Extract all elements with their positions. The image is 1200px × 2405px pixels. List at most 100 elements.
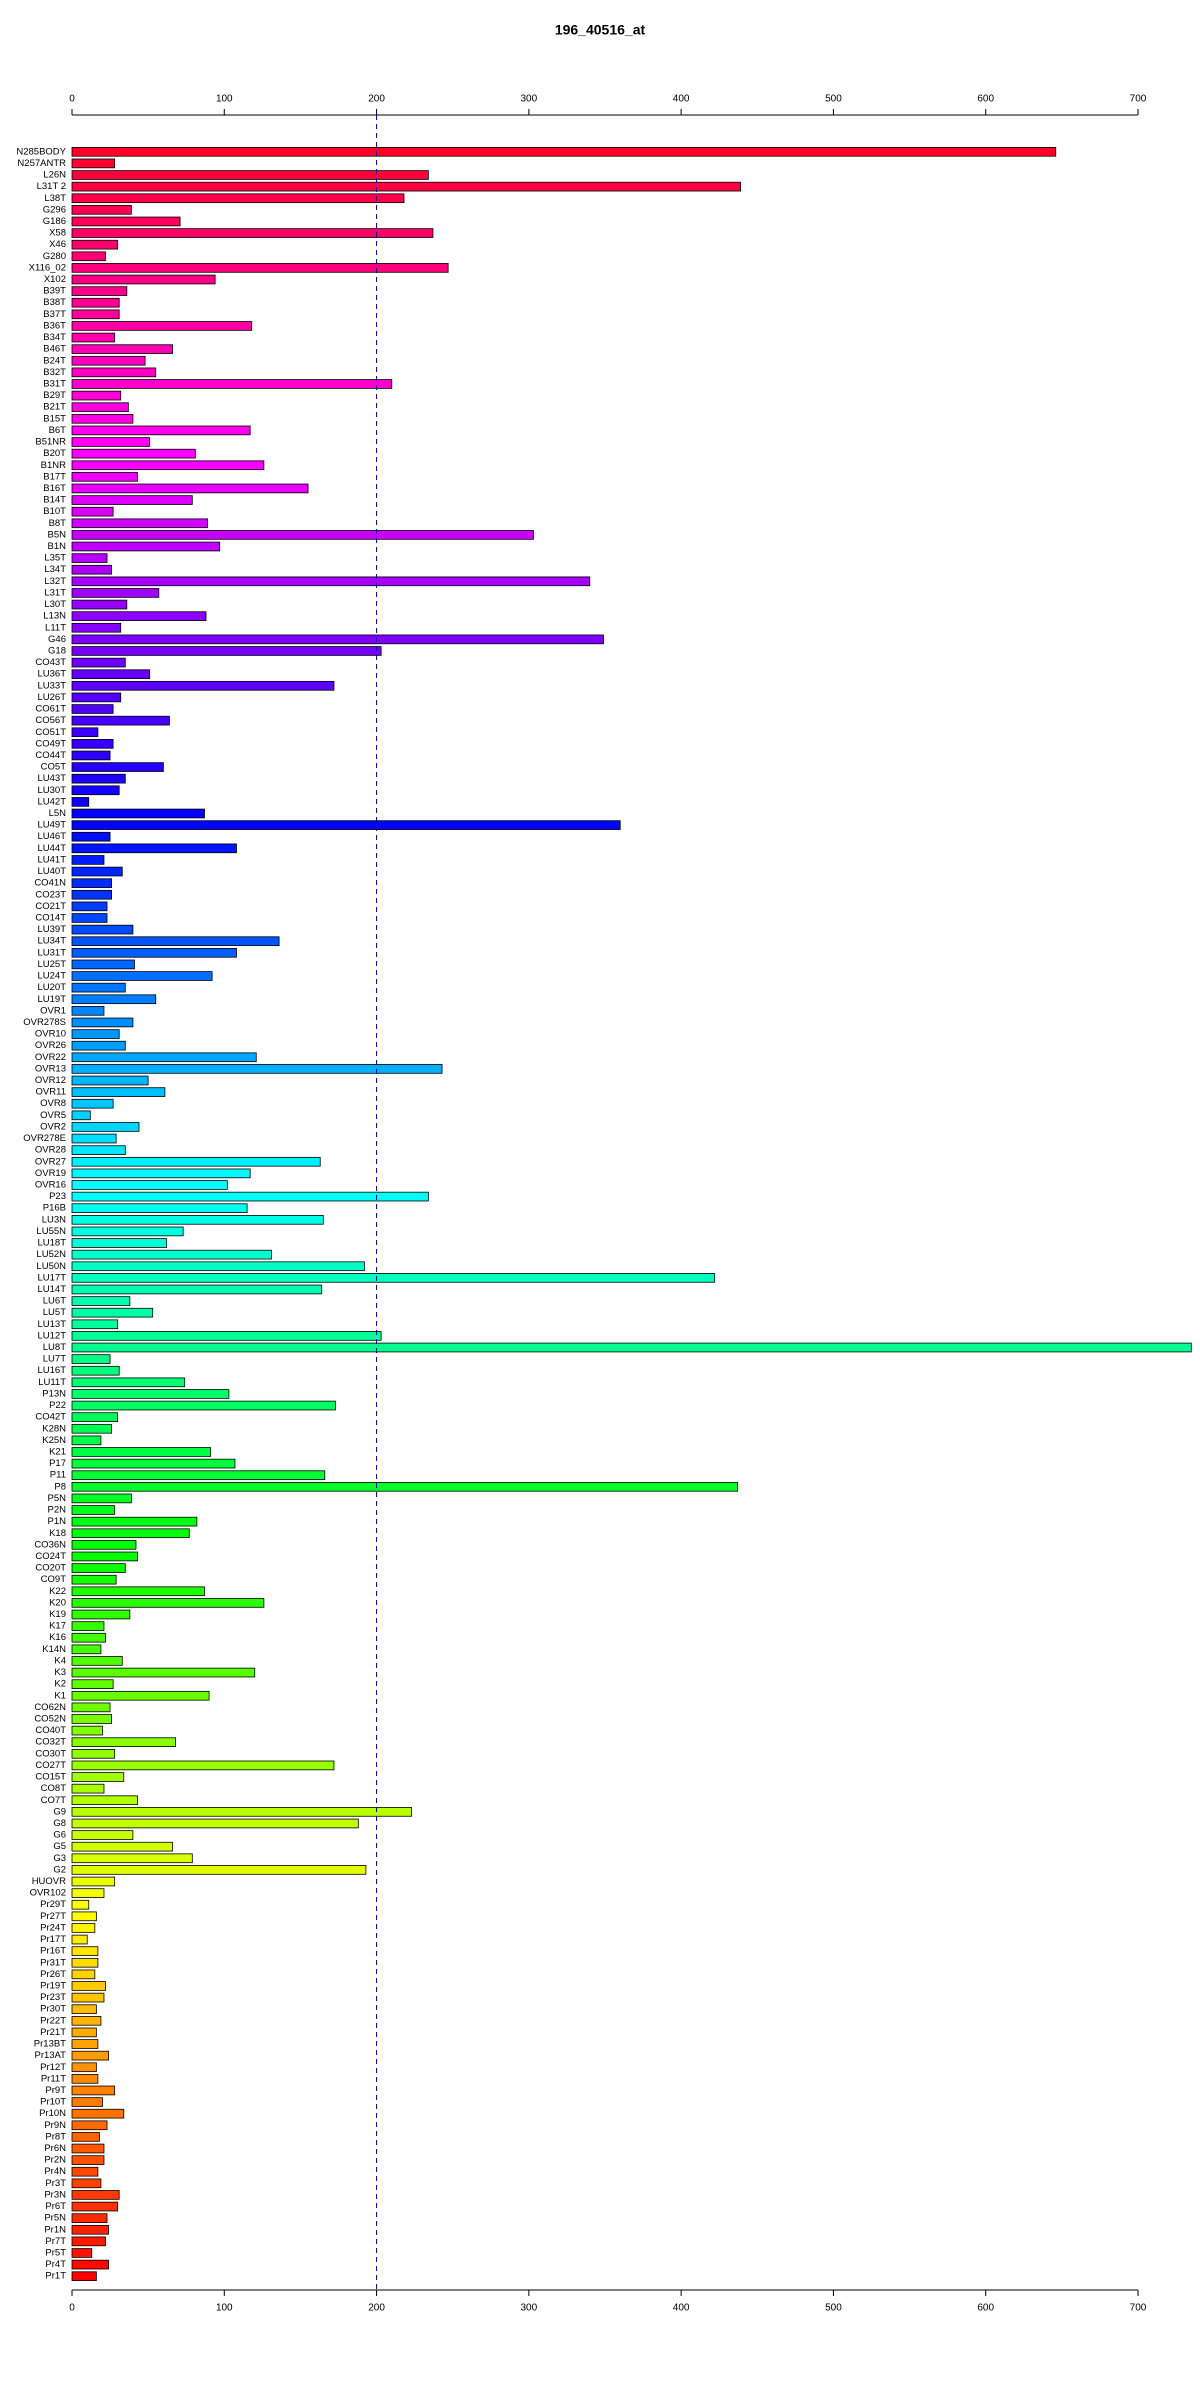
y-tick-label: P5N [48,1493,67,1504]
bar [71,1934,88,1945]
bar [71,1029,120,1039]
y-tick-label: Pr26T [40,1969,66,1980]
bar [71,1644,102,1655]
y-tick-label: LU8T [43,1342,66,1353]
y-tick-label: CO14T [35,912,66,923]
bar [71,1238,167,1248]
y-tick-label: LU24T [37,971,66,982]
bar [71,1679,114,1689]
y-tick-label: L31T 2 [37,181,66,192]
bar [71,901,108,912]
bar [71,402,129,413]
bar [71,1946,99,1956]
bar [71,2166,99,2177]
y-tick-label: CO41N [34,878,66,889]
y-tick-label: Pr29T [40,1899,66,1910]
y-tick-label: B8T [49,518,67,529]
bar [71,1621,105,1631]
y-tick-label: N257ANTR [17,158,66,169]
bar [71,878,112,888]
y-tick-label: LU18T [37,1238,66,1249]
y-tick-label: Pr21T [40,2027,66,2038]
bar [71,1540,137,1550]
bar [71,1574,117,1585]
bar [71,785,120,796]
y-tick-label: L26N [43,170,66,181]
bar [71,1122,140,1132]
y-tick-label: K21 [49,1446,66,1457]
y-tick-label: Pr6N [44,2143,66,2154]
y-tick-label: LU39T [37,924,66,935]
y-tick-label: Pr7T [45,2236,66,2247]
y-tick-label: CO32T [35,1737,66,1748]
y-tick-label: OVR28 [35,1145,66,1156]
bar [71,1052,257,1063]
bar [71,1667,256,1678]
y-tick-label: LU11T [38,1377,66,1388]
chart-title: 196_40516_at [555,22,646,38]
y-tick-label: LU43T [37,773,66,784]
y-tick-label: Pr2N [44,2155,66,2166]
y-tick-label: OVR22 [35,1052,66,1063]
y-tick-label: K28N [42,1423,66,1434]
bar [71,1342,1192,1353]
bar [71,1969,96,1980]
y-tick-label: Pr8T [45,2131,66,2142]
y-tick-label: Pr30T [40,2004,66,2015]
y-tick-label: Pr1N [44,2224,66,2235]
y-tick-label: CO36N [34,1539,66,1550]
y-tick-label: B51NR [35,437,66,448]
bar [71,739,114,749]
x-tick-label: 600 [977,2303,994,2314]
bar [71,1203,248,1214]
bar [71,263,449,273]
bar [71,425,251,436]
y-tick-label: B14T [43,495,66,506]
y-tick-label: LU16T [37,1365,66,1376]
bar [71,599,128,610]
bar [71,1284,323,1295]
bar [71,437,151,447]
y-tick-label: G46 [48,634,66,645]
x-tick-label: 300 [521,94,538,105]
bar [71,1714,112,1724]
y-tick-label: CO56T [35,715,66,726]
bar [71,913,108,923]
y-tick-label: LU52N [36,1249,66,1260]
y-tick-label: LU3N [42,1214,66,1225]
y-tick-label: OVR278S [23,1017,66,1028]
y-tick-label: P16B [43,1203,66,1214]
y-tick-label: CO21T [35,901,66,912]
bar [71,820,621,830]
bar [71,634,604,645]
bar [71,1133,117,1144]
bar [71,2097,103,2107]
bar [71,588,160,598]
bar [71,1690,210,1701]
bar [71,2074,99,2084]
bar [71,1470,326,1481]
y-tick-label: OVR278E [23,1133,66,1144]
y-tick-label: Pr4N [44,2166,66,2177]
bar [71,413,134,424]
bar [71,2248,93,2258]
bar [71,1412,119,1422]
bar [71,936,280,947]
y-tick-label: LU25T [37,959,66,970]
x-tick-label: 500 [825,2303,842,2314]
y-tick-label: Pr13AT [34,2050,66,2061]
y-tick-label: CO5T [41,762,67,773]
y-tick-label: Pr17T [40,1934,66,1945]
y-tick-label: LU42T [37,796,66,807]
y-tick-label: K1 [54,1690,66,1701]
bar [71,1087,166,1097]
y-tick-label: CO52N [34,1713,66,1724]
bar [71,1145,126,1155]
bar [71,321,253,331]
bar [71,994,157,1005]
bar [71,1818,359,1829]
bar [71,1865,367,1875]
y-tick-label: CO42T [35,1412,66,1423]
y-tick-label: B24T [43,355,66,366]
y-tick-label: B36T [43,320,66,331]
